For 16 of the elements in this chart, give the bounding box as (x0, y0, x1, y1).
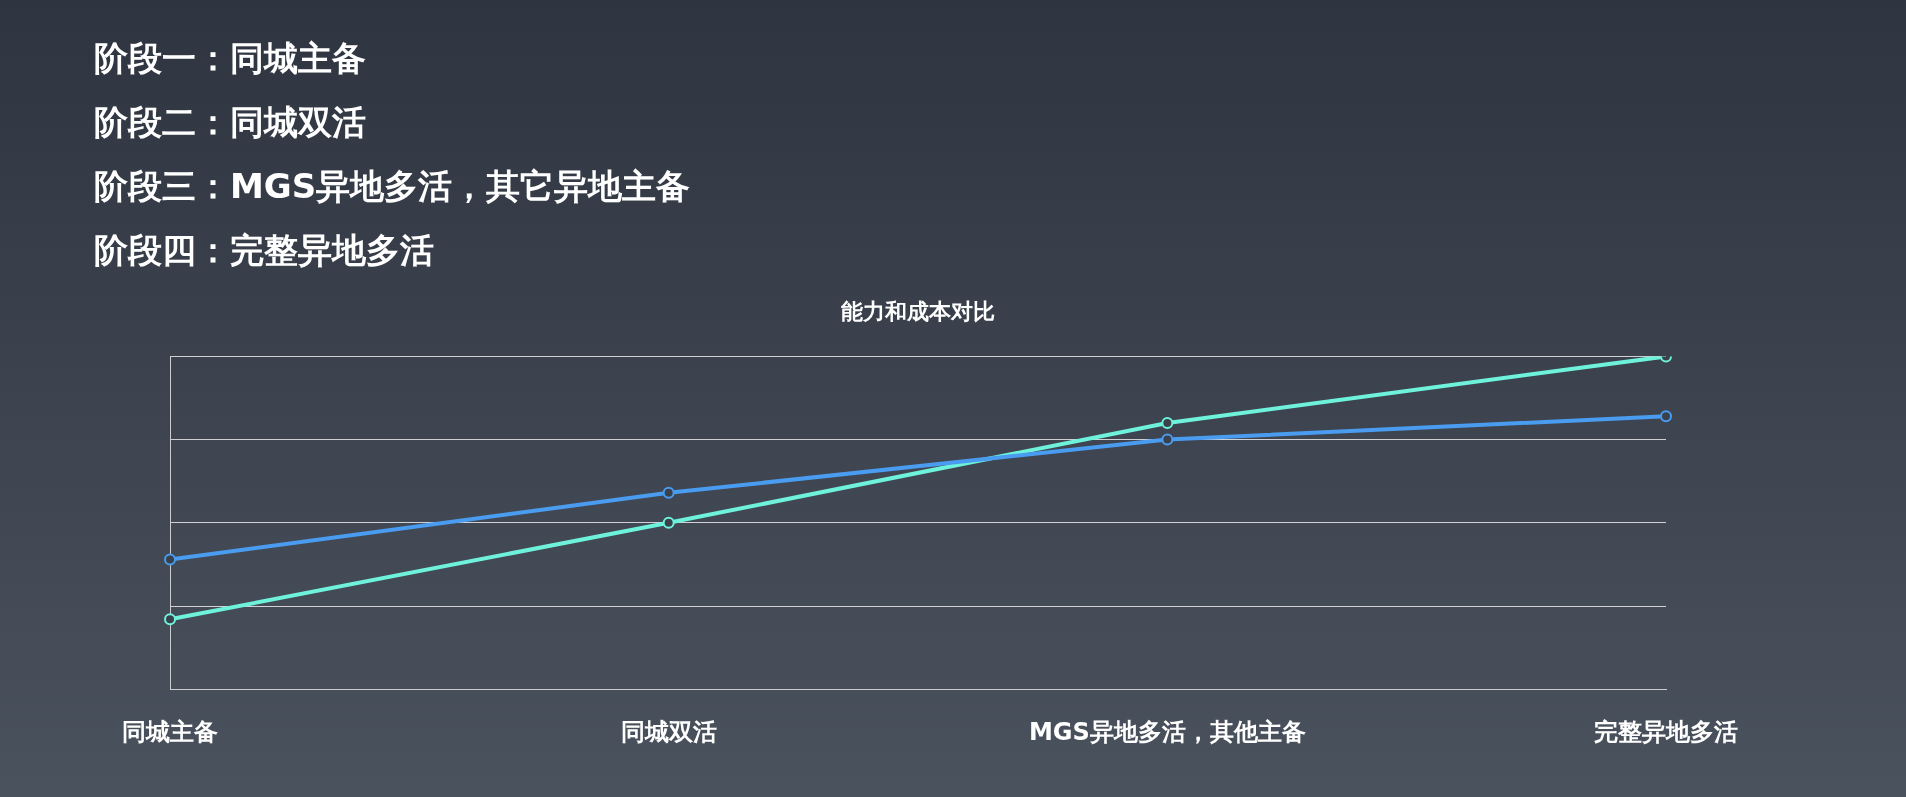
text: 阶段二：同城双活 (94, 101, 367, 144)
point (1660, 410, 1672, 423)
text: 阶段四：完整异地多活 (94, 229, 435, 272)
point (662, 486, 675, 499)
text: 阶段三：MGS异地多活，其它异地主备 (94, 165, 691, 208)
point (1161, 433, 1174, 446)
x-tick-label: MGS异地多活，其他主备 (1028, 717, 1306, 746)
x-tick-label: 同城双活 (620, 717, 717, 746)
point (662, 516, 675, 529)
text: 阶段一：同城主备 (94, 37, 367, 80)
point (164, 553, 176, 566)
point (1161, 416, 1174, 429)
point (164, 613, 176, 626)
x-tick-label: 同城主备 (122, 717, 218, 746)
chart-title: 能力和成本对比 (841, 298, 995, 324)
x-tick-label: 完整异地多活 (1594, 717, 1738, 746)
